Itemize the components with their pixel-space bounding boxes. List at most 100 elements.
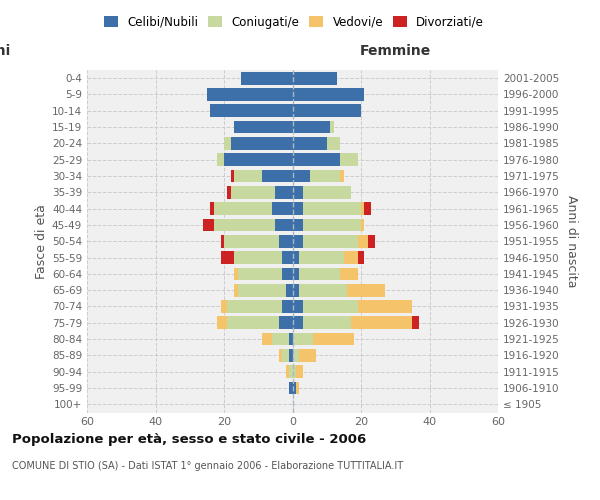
Bar — [227, 316, 279, 329]
Bar — [296, 366, 303, 378]
Bar — [293, 268, 299, 280]
Bar — [293, 251, 299, 264]
Bar — [217, 154, 224, 166]
Bar — [224, 137, 231, 150]
Bar — [361, 218, 364, 232]
Bar — [289, 349, 293, 362]
Bar — [340, 170, 344, 182]
Bar — [282, 268, 293, 280]
Bar — [238, 268, 282, 280]
Bar — [293, 170, 310, 182]
Bar — [241, 72, 293, 85]
Bar — [293, 137, 327, 150]
Bar — [234, 268, 238, 280]
Text: COMUNE DI STIO (SA) - Dati ISTAT 1° gennaio 2006 - Elaborazione TUTTITALIA.IT: COMUNE DI STIO (SA) - Dati ISTAT 1° genn… — [12, 461, 403, 471]
Bar — [313, 332, 354, 345]
Bar — [211, 202, 214, 215]
Bar — [234, 120, 293, 134]
Bar — [293, 235, 303, 248]
Bar — [299, 251, 344, 264]
Bar — [299, 349, 316, 362]
Bar — [293, 366, 296, 378]
Bar — [330, 120, 334, 134]
Bar — [289, 332, 293, 345]
Bar — [272, 202, 293, 215]
Bar — [293, 332, 313, 345]
Bar — [227, 186, 231, 198]
Bar — [231, 170, 234, 182]
Text: Maschi: Maschi — [0, 44, 11, 58]
Bar — [293, 382, 296, 394]
Bar — [364, 202, 371, 215]
Bar — [310, 170, 340, 182]
Bar — [358, 300, 412, 313]
Bar — [286, 284, 293, 296]
Bar — [279, 235, 293, 248]
Bar — [279, 316, 293, 329]
Bar — [293, 72, 337, 85]
Bar — [211, 104, 293, 117]
Bar — [275, 186, 293, 198]
Bar — [227, 300, 282, 313]
Bar — [214, 202, 272, 215]
Bar — [203, 218, 214, 232]
Bar — [234, 170, 262, 182]
Bar — [412, 316, 419, 329]
Bar — [303, 316, 351, 329]
Bar — [272, 332, 289, 345]
Bar — [234, 284, 238, 296]
Bar — [214, 218, 275, 232]
Y-axis label: Fasce di età: Fasce di età — [35, 204, 48, 279]
Text: Femmine: Femmine — [359, 44, 431, 58]
Bar — [224, 235, 279, 248]
Bar — [293, 218, 303, 232]
Bar — [293, 154, 340, 166]
Bar — [289, 366, 293, 378]
Bar — [299, 268, 340, 280]
Bar — [282, 251, 293, 264]
Bar — [340, 268, 358, 280]
Bar — [368, 235, 375, 248]
Bar — [361, 202, 364, 215]
Bar — [296, 382, 299, 394]
Bar — [303, 300, 358, 313]
Bar — [231, 137, 293, 150]
Text: Popolazione per età, sesso e stato civile - 2006: Popolazione per età, sesso e stato civil… — [12, 432, 366, 446]
Bar — [279, 349, 282, 362]
Bar — [293, 88, 364, 101]
Bar — [207, 88, 293, 101]
Bar — [293, 104, 361, 117]
Bar — [231, 186, 275, 198]
Legend: Celibi/Nubili, Coniugati/e, Vedovi/e, Divorziati/e: Celibi/Nubili, Coniugati/e, Vedovi/e, Di… — [101, 14, 487, 31]
Bar — [303, 202, 361, 215]
Bar — [293, 186, 303, 198]
Bar — [347, 284, 385, 296]
Bar — [262, 170, 293, 182]
Bar — [221, 300, 227, 313]
Bar — [262, 332, 272, 345]
Bar — [221, 251, 234, 264]
Y-axis label: Anni di nascita: Anni di nascita — [565, 195, 578, 288]
Bar — [293, 316, 303, 329]
Bar — [358, 235, 368, 248]
Bar — [303, 186, 351, 198]
Bar — [293, 300, 303, 313]
Bar — [221, 235, 224, 248]
Bar — [282, 349, 289, 362]
Bar — [299, 284, 347, 296]
Bar — [340, 154, 358, 166]
Bar — [289, 382, 293, 394]
Bar — [282, 300, 293, 313]
Bar — [293, 284, 299, 296]
Bar — [344, 251, 358, 264]
Bar — [275, 218, 293, 232]
Bar — [234, 251, 282, 264]
Bar — [286, 366, 289, 378]
Bar — [238, 284, 286, 296]
Bar — [303, 235, 358, 248]
Bar — [303, 218, 361, 232]
Bar — [217, 316, 227, 329]
Bar — [293, 120, 330, 134]
Bar — [224, 154, 293, 166]
Bar — [293, 202, 303, 215]
